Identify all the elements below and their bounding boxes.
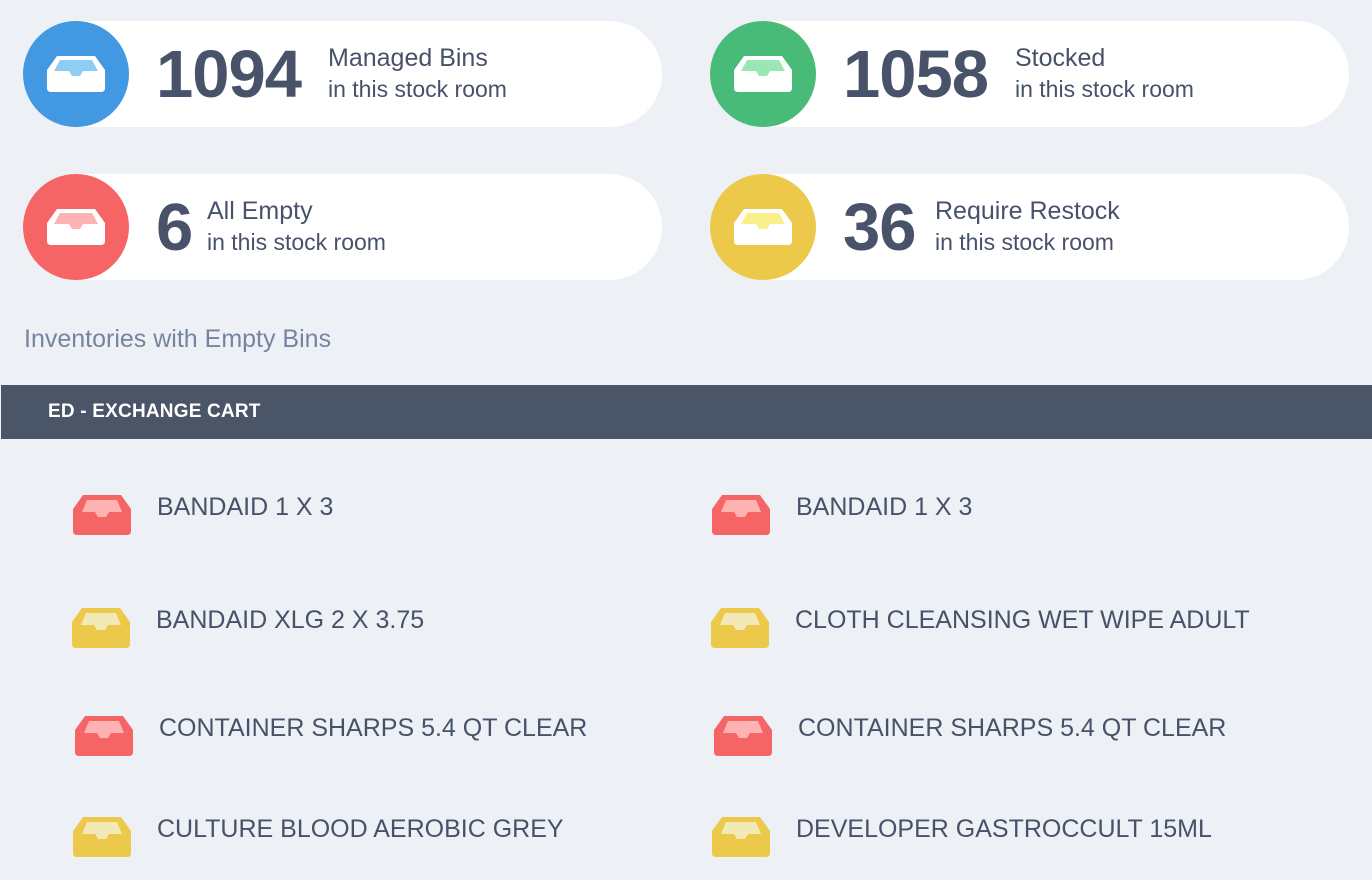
restock-bin-icon xyxy=(72,608,130,648)
bin-item-label: BANDAID XLG 2 X 3.75 xyxy=(156,606,425,634)
bin-item-label: CULTURE BLOOD AEROBIC GREY xyxy=(157,815,564,843)
bin-list-item[interactable]: DEVELOPER GASTROCCULT 15ML xyxy=(710,815,1290,857)
stat-card-stocked[interactable]: 1058 Stocked in this stock room xyxy=(710,21,1349,127)
bin-list-item[interactable]: CLOTH CLEANSING WET WIPE ADULT xyxy=(709,606,1329,648)
inbox-tray-icon xyxy=(47,209,105,245)
inbox-tray-icon xyxy=(47,56,105,92)
stat-sublabel: in this stock room xyxy=(935,229,1114,255)
bin-list-item[interactable]: CONTAINER SHARPS 5.4 QT CLEAR xyxy=(712,714,1292,756)
stat-sublabel: in this stock room xyxy=(1015,76,1194,102)
bin-list-item[interactable]: BANDAID 1 X 3 xyxy=(71,493,651,535)
bin-item-label: BANDAID 1 X 3 xyxy=(796,493,973,521)
stat-label: Managed Bins xyxy=(328,44,488,72)
bin-item-label: CONTAINER SHARPS 5.4 QT CLEAR xyxy=(798,714,1227,742)
stat-icon-circle xyxy=(23,21,129,127)
inventory-group-name: ED - EXCHANGE CART xyxy=(48,401,261,422)
bin-list-item[interactable]: BANDAID 1 X 3 xyxy=(710,493,1290,535)
stat-card-managed-bins[interactable]: 1094 Managed Bins in this stock room xyxy=(23,21,662,127)
inbox-tray-icon xyxy=(734,56,792,92)
empty-bin-icon xyxy=(73,495,131,535)
stat-value: 6 xyxy=(156,190,193,265)
restock-bin-icon xyxy=(73,817,131,857)
restock-bin-icon xyxy=(712,817,770,857)
bin-item-label: DEVELOPER GASTROCCULT 15ML xyxy=(796,815,1212,843)
section-title: Inventories with Empty Bins xyxy=(24,325,332,353)
bin-list-item[interactable]: CULTURE BLOOD AEROBIC GREY xyxy=(71,815,651,857)
stat-icon-circle xyxy=(23,174,129,280)
stat-label: Stocked xyxy=(1015,44,1106,72)
bin-item-label: CLOTH CLEANSING WET WIPE ADULT xyxy=(795,606,1250,634)
stat-value: 1058 xyxy=(843,37,989,112)
stat-value: 1094 xyxy=(156,37,302,112)
stat-sublabel: in this stock room xyxy=(328,76,507,102)
stat-label: All Empty xyxy=(207,197,313,225)
inventory-group-header[interactable]: ED - EXCHANGE CART xyxy=(1,385,1372,439)
bin-item-label: CONTAINER SHARPS 5.4 QT CLEAR xyxy=(159,714,588,742)
empty-bin-icon xyxy=(75,716,133,756)
bin-list-item[interactable]: BANDAID XLG 2 X 3.75 xyxy=(70,606,650,648)
empty-bin-icon xyxy=(714,716,772,756)
stat-card-all-empty[interactable]: 6 All Empty in this stock room xyxy=(23,174,662,280)
stat-sublabel: in this stock room xyxy=(207,229,386,255)
stat-icon-circle xyxy=(710,21,816,127)
empty-bin-icon xyxy=(712,495,770,535)
stat-value: 36 xyxy=(843,190,917,265)
bin-list-item[interactable]: CONTAINER SHARPS 5.4 QT CLEAR xyxy=(73,714,653,756)
stat-card-require-restock[interactable]: 36 Require Restock in this stock room xyxy=(710,174,1349,280)
stat-icon-circle xyxy=(710,174,816,280)
stat-label: Require Restock xyxy=(935,197,1120,225)
bin-item-label: BANDAID 1 X 3 xyxy=(157,493,334,521)
inbox-tray-icon xyxy=(734,209,792,245)
restock-bin-icon xyxy=(711,608,769,648)
